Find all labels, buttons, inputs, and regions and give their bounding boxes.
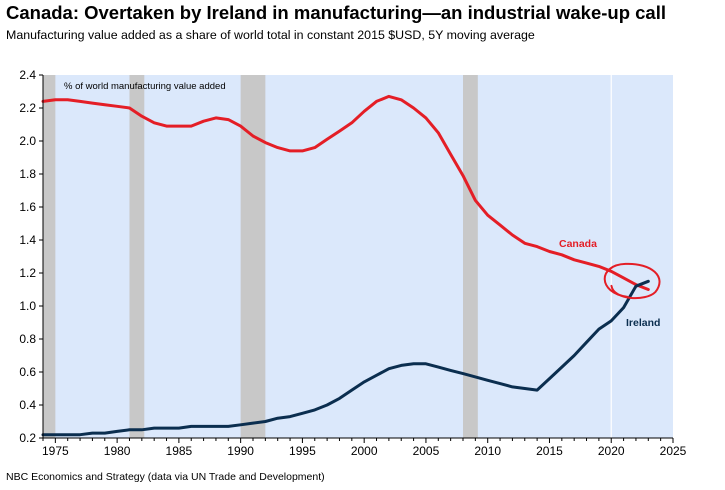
x-tick-label: 2015 bbox=[536, 444, 563, 458]
y-tick-label: 0.4 bbox=[19, 398, 36, 412]
x-tick-label: 1985 bbox=[166, 444, 193, 458]
x-tick-label: 1975 bbox=[42, 444, 69, 458]
y-tick-label: 0.8 bbox=[19, 332, 36, 346]
recession-bands bbox=[43, 75, 478, 438]
recession-band bbox=[129, 75, 145, 438]
x-tick-label: 2020 bbox=[598, 444, 625, 458]
chart-title: Canada: Overtaken by Ireland in manufact… bbox=[6, 2, 666, 23]
ireland-series-label: Ireland bbox=[626, 317, 660, 329]
x-tick-label: 1990 bbox=[227, 444, 254, 458]
recession-band bbox=[463, 75, 478, 438]
y-tick-label: 1.4 bbox=[19, 233, 36, 247]
y-tick-label: 2.0 bbox=[19, 134, 36, 148]
y-tick-label: 0.6 bbox=[19, 365, 36, 379]
chart-subtitle: Manufacturing value added as a share of … bbox=[6, 28, 535, 42]
y-tick-label: 2.4 bbox=[19, 68, 36, 82]
series-line-canada bbox=[41, 94, 650, 291]
x-tick-label: 2000 bbox=[351, 444, 378, 458]
y-axis-caption: % of world manufacturing value added bbox=[64, 81, 226, 92]
y-tick-label: 0.2 bbox=[19, 431, 36, 445]
y-tick-label: 1.6 bbox=[19, 200, 36, 214]
recession-band bbox=[43, 75, 56, 438]
y-tick-label: 1.0 bbox=[19, 299, 36, 313]
x-tick-label: 2025 bbox=[660, 444, 687, 458]
canada-series-label: Canada bbox=[559, 238, 597, 250]
x-tick-label: 1980 bbox=[104, 444, 131, 458]
series-lines bbox=[41, 94, 650, 437]
series-line-ireland bbox=[41, 279, 650, 437]
axes: 0.2 0.4 0.6 0.8 1.0 1.2 1.4 1.6 1.8 2.0 2.2 2.4 1975… bbox=[19, 68, 686, 458]
x-tick-label: 1995 bbox=[289, 444, 316, 458]
x-tick-label: 2010 bbox=[474, 444, 501, 458]
x-tick-label: 2005 bbox=[413, 444, 440, 458]
y-tick-label: 2.2 bbox=[19, 101, 36, 115]
annotations bbox=[603, 262, 661, 300]
y-tick-label: 1.2 bbox=[19, 266, 36, 280]
chart-source: NBC Economics and Strategy (data via UN … bbox=[6, 471, 325, 483]
crossover-circle-annotation bbox=[603, 262, 661, 300]
y-tick-label: 1.8 bbox=[19, 167, 36, 181]
